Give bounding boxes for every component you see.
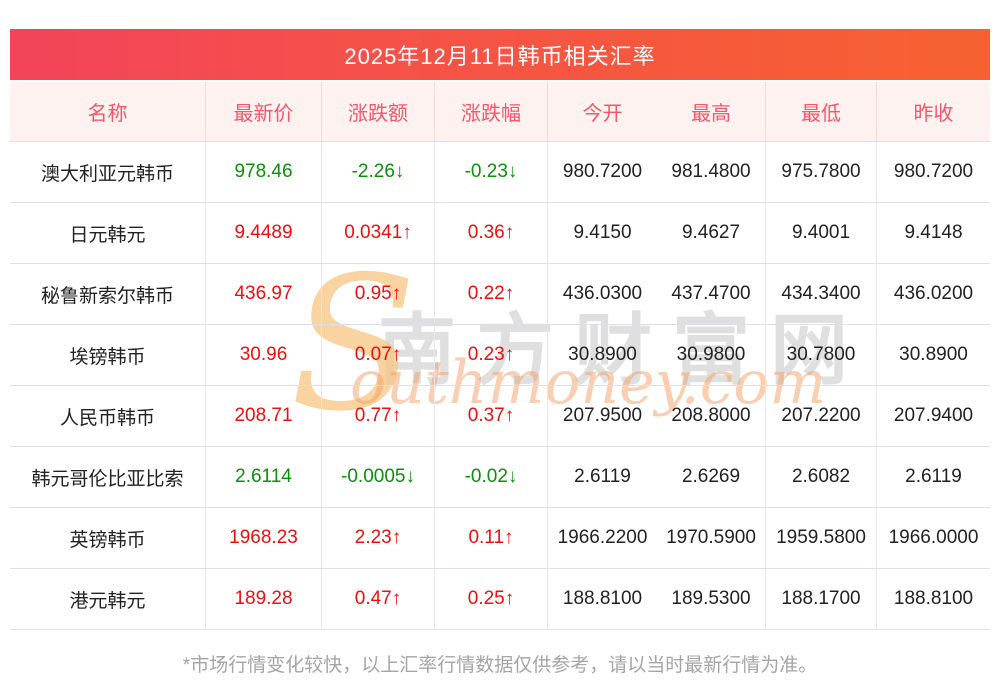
cell-change-amount: 0.77↑ [322,386,435,446]
cell-high: 437.4700 [657,264,766,324]
footer-disclaimer: *市场行情变化较快，以上汇率行情数据仅供参考，请以当时最新行情为准。 [182,655,818,676]
cell-low: 9.4001 [766,203,877,263]
cell-high: 1970.5900 [657,508,766,568]
cell-change-amount: 0.47↑ [322,569,435,629]
table-row: 英镑韩币 1968.23 2.23↑ 0.11↑ 1966.2200 1970.… [10,508,990,569]
column-header-high: 最高 [657,82,766,141]
cell-last-price: 30.96 [206,325,322,385]
cell-low: 207.2200 [766,386,877,446]
cell-open: 30.8900 [568,344,637,365]
title-bar: 2025年12月11日韩币相关汇率 [10,29,990,80]
cell-change-amount: 0.07↑ [322,325,435,385]
cell-high: 208.8000 [657,386,766,446]
cell-prev-close: 30.8900 [899,344,968,365]
cell-change-amount: 0.95↑ [322,264,435,324]
column-header-prev-close: 昨收 [913,103,954,125]
cell-prev-close: 980.7200 [893,161,974,182]
cell-prev-close: 1966.0000 [888,527,979,548]
cell-low: 30.7800 [766,325,877,385]
cell-open: 436.0300 [562,283,643,304]
cell-last-price: 189.28 [206,569,322,629]
table-header-row: 名称 最新价 涨跌额 涨跌幅 今开 最高 最低 昨收 [10,82,990,142]
cell-open: 188.8100 [562,588,643,609]
column-header-change-pct: 涨跌幅 [435,82,548,141]
table-row: 埃镑韩币 30.96 0.07↑ 0.23↑ 30.8900 30.9800 3… [10,325,990,386]
page-title: 2025年12月11日韩币相关汇率 [344,43,656,69]
column-header-change: 涨跌额 [322,82,435,141]
cell-change-amount: -0.0005↓ [322,447,435,507]
cell-last-price: 436.97 [206,264,322,324]
cell-low: 188.1700 [766,569,877,629]
cell-currency-name: 埃镑韩币 [10,325,206,385]
exchange-rate-table: 名称 最新价 涨跌额 涨跌幅 今开 最高 最低 昨收 澳大利亚元韩币 978.4… [10,82,990,630]
cell-currency-name: 澳大利亚元韩币 [10,142,206,202]
cell-change-percent: 0.23↑ [435,325,548,385]
cell-last-price: 208.71 [206,386,322,446]
cell-high: 981.4800 [657,142,766,202]
table-row: 港元韩元 189.28 0.47↑ 0.25↑ 188.8100 189.530… [10,569,990,630]
cell-last-price: 9.4489 [206,203,322,263]
column-header-open: 今开 [582,103,623,125]
cell-change-percent: 0.22↑ [435,264,548,324]
cell-low: 434.3400 [766,264,877,324]
cell-open: 980.7200 [562,161,643,182]
cell-currency-name: 日元韩元 [10,203,206,263]
column-header-last-price: 最新价 [206,82,322,141]
cell-high: 2.6269 [657,447,766,507]
table-row: 秘鲁新索尔韩币 436.97 0.95↑ 0.22↑ 436.0300 437.… [10,264,990,325]
cell-low: 1959.5800 [766,508,877,568]
column-header-low: 最低 [766,82,877,141]
cell-low: 2.6082 [766,447,877,507]
cell-open: 2.6119 [574,466,631,487]
cell-open: 207.9500 [562,405,643,426]
table-row: 日元韩元 9.4489 0.0341↑ 0.36↑ 9.4150 9.4627 … [10,203,990,264]
cell-currency-name: 韩元哥伦比亚比索 [10,447,206,507]
table-body: 澳大利亚元韩币 978.46 -2.26↓ -0.23↓ 980.7200 98… [10,142,990,630]
cell-high: 189.5300 [657,569,766,629]
cell-currency-name: 人民币韩币 [10,386,206,446]
cell-last-price: 1968.23 [206,508,322,568]
cell-low: 975.7800 [766,142,877,202]
cell-change-percent: 0.36↑ [435,203,548,263]
cell-change-percent: 0.37↑ [435,386,548,446]
cell-open: 1966.2200 [557,527,648,548]
cell-last-price: 2.6114 [206,447,322,507]
cell-prev-close: 436.0200 [893,283,974,304]
cell-last-price: 978.46 [206,142,322,202]
cell-change-percent: 0.11↑ [435,508,548,568]
cell-change-percent: -0.23↓ [435,142,548,202]
cell-change-amount: 0.0341↑ [322,203,435,263]
column-header-name: 名称 [10,82,206,141]
cell-open: 9.4150 [573,222,632,243]
cell-change-amount: 2.23↑ [322,508,435,568]
cell-currency-name: 英镑韩币 [10,508,206,568]
cell-change-percent: -0.02↓ [435,447,548,507]
table-row: 韩元哥伦比亚比索 2.6114 -0.0005↓ -0.02↓ 2.6119 2… [10,447,990,508]
table-row: 澳大利亚元韩币 978.46 -2.26↓ -0.23↓ 980.7200 98… [10,142,990,203]
cell-prev-close: 188.8100 [893,588,974,609]
cell-change-percent: 0.25↑ [435,569,548,629]
cell-change-amount: -2.26↓ [322,142,435,202]
table-row: 人民币韩币 208.71 0.77↑ 0.37↑ 207.9500 208.80… [10,386,990,447]
cell-currency-name: 港元韩元 [10,569,206,629]
cell-currency-name: 秘鲁新索尔韩币 [10,264,206,324]
cell-high: 9.4627 [657,203,766,263]
cell-prev-close: 9.4148 [904,222,963,243]
cell-prev-close: 207.9400 [893,405,974,426]
cell-prev-close: 2.6119 [905,466,962,487]
cell-high: 30.9800 [657,325,766,385]
